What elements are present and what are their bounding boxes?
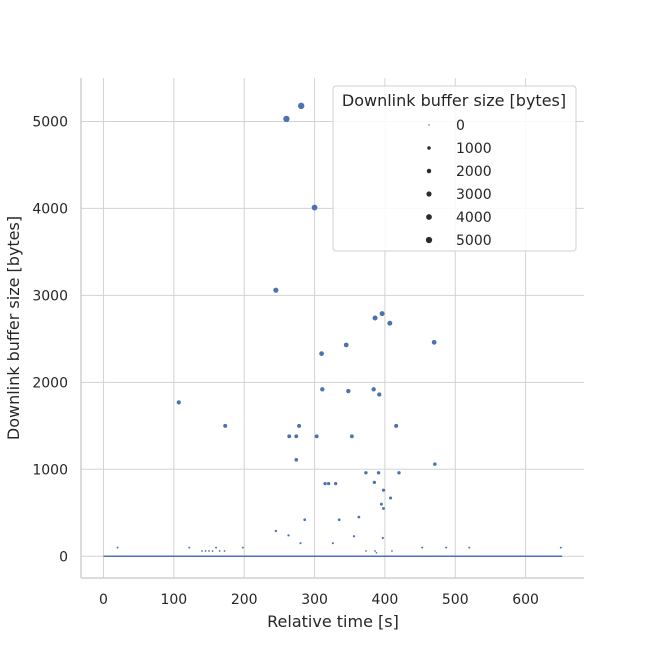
y-tick-label: 5000: [32, 114, 68, 130]
data-point: [372, 315, 378, 321]
data-point: [371, 387, 376, 392]
x-tick-labels: 0 100 200 300 400 500 600: [99, 592, 539, 608]
data-point: [377, 392, 382, 397]
data-point: [397, 471, 401, 475]
x-tick-label: 200: [231, 592, 258, 608]
data-point: [326, 482, 331, 486]
data-point: [334, 482, 338, 486]
data-point: [223, 423, 228, 428]
legend-entry-label: 4000: [456, 210, 492, 226]
data-point: [381, 536, 384, 540]
data-point: [372, 480, 377, 484]
legend-title: Downlink buffer size [bytes]: [342, 91, 566, 110]
data-point: [389, 496, 393, 500]
data-point: [314, 434, 319, 439]
data-point: [311, 204, 318, 211]
legend-marker: [428, 124, 430, 126]
y-tick-labels: 0 1000 2000 3000 4000 5000: [32, 114, 68, 565]
data-point: [352, 535, 356, 538]
data-point: [241, 546, 244, 549]
data-point: [297, 102, 305, 110]
data-point: [559, 546, 562, 549]
data-point: [297, 423, 302, 428]
data-point: [364, 471, 368, 475]
y-tick-label: 1000: [32, 462, 68, 478]
legend-marker: [425, 236, 433, 244]
data-point: [379, 502, 383, 506]
data-point: [218, 550, 221, 552]
data-point: [303, 518, 307, 522]
data-point: [365, 550, 367, 552]
data-point: [294, 457, 299, 462]
data-point: [387, 320, 393, 326]
x-tick-label: 400: [372, 592, 399, 608]
data-point: [319, 351, 324, 356]
data-point: [287, 534, 290, 537]
data-point: [283, 115, 290, 123]
x-axis-label: Relative time [s]: [267, 612, 399, 631]
data-point: [223, 550, 226, 552]
x-tick-label: 300: [301, 592, 328, 608]
data-point: [376, 471, 381, 475]
data-point: [116, 546, 119, 549]
data-point: [211, 550, 214, 552]
y-tick-label: 4000: [32, 201, 68, 217]
x-tick-label: 600: [512, 592, 539, 608]
y-tick-label: 0: [59, 549, 68, 565]
data-point: [337, 518, 341, 522]
data-point: [273, 287, 279, 293]
data-point: [323, 482, 327, 486]
data-point: [215, 546, 218, 549]
data-point: [299, 542, 302, 545]
data-points: [116, 102, 562, 554]
data-point: [357, 515, 361, 519]
data-point: [382, 506, 385, 510]
data-point: [381, 488, 386, 492]
data-point: [391, 550, 393, 552]
x-tick-label: 500: [442, 592, 469, 608]
data-point: [176, 400, 181, 405]
data-point: [374, 550, 376, 552]
data-point: [468, 546, 471, 549]
data-point: [343, 342, 349, 348]
data-point: [379, 311, 385, 317]
x-tick-label: 100: [160, 592, 187, 608]
data-point: [204, 550, 207, 552]
y-axis-label: Downlink buffer size [bytes]: [4, 216, 23, 440]
data-point: [201, 550, 203, 552]
y-tick-label: 3000: [32, 288, 68, 304]
data-point: [346, 388, 351, 394]
data-point: [421, 546, 424, 549]
data-point: [274, 529, 278, 533]
legend-box: [332, 85, 577, 252]
axes-spines: [80, 78, 584, 579]
legend-entry-label: 0: [456, 118, 465, 134]
y-tick-label: 2000: [32, 375, 68, 391]
data-point: [349, 434, 354, 439]
legend-marker: [427, 146, 431, 150]
x-tick-label: 0: [99, 592, 108, 608]
legend-marker: [426, 191, 432, 197]
data-point: [433, 462, 437, 466]
data-point: [188, 546, 191, 549]
legend: Downlink buffer size [bytes] 0 1000 2000 30…: [332, 85, 577, 252]
data-point: [294, 434, 299, 439]
data-point: [394, 423, 399, 428]
legend-entry-label: 5000: [456, 233, 492, 249]
legend-marker: [426, 168, 432, 174]
data-point: [375, 551, 378, 554]
legend-entry-label: 2000: [456, 164, 492, 180]
data-point: [331, 542, 334, 545]
legend-marker: [426, 214, 432, 220]
data-point: [287, 434, 292, 439]
data-point: [431, 339, 437, 345]
legend-entry-label: 3000: [456, 187, 492, 203]
legend-entry-label: 1000: [456, 141, 492, 157]
data-point: [208, 550, 210, 552]
data-point: [320, 387, 325, 392]
data-point: [445, 546, 448, 549]
